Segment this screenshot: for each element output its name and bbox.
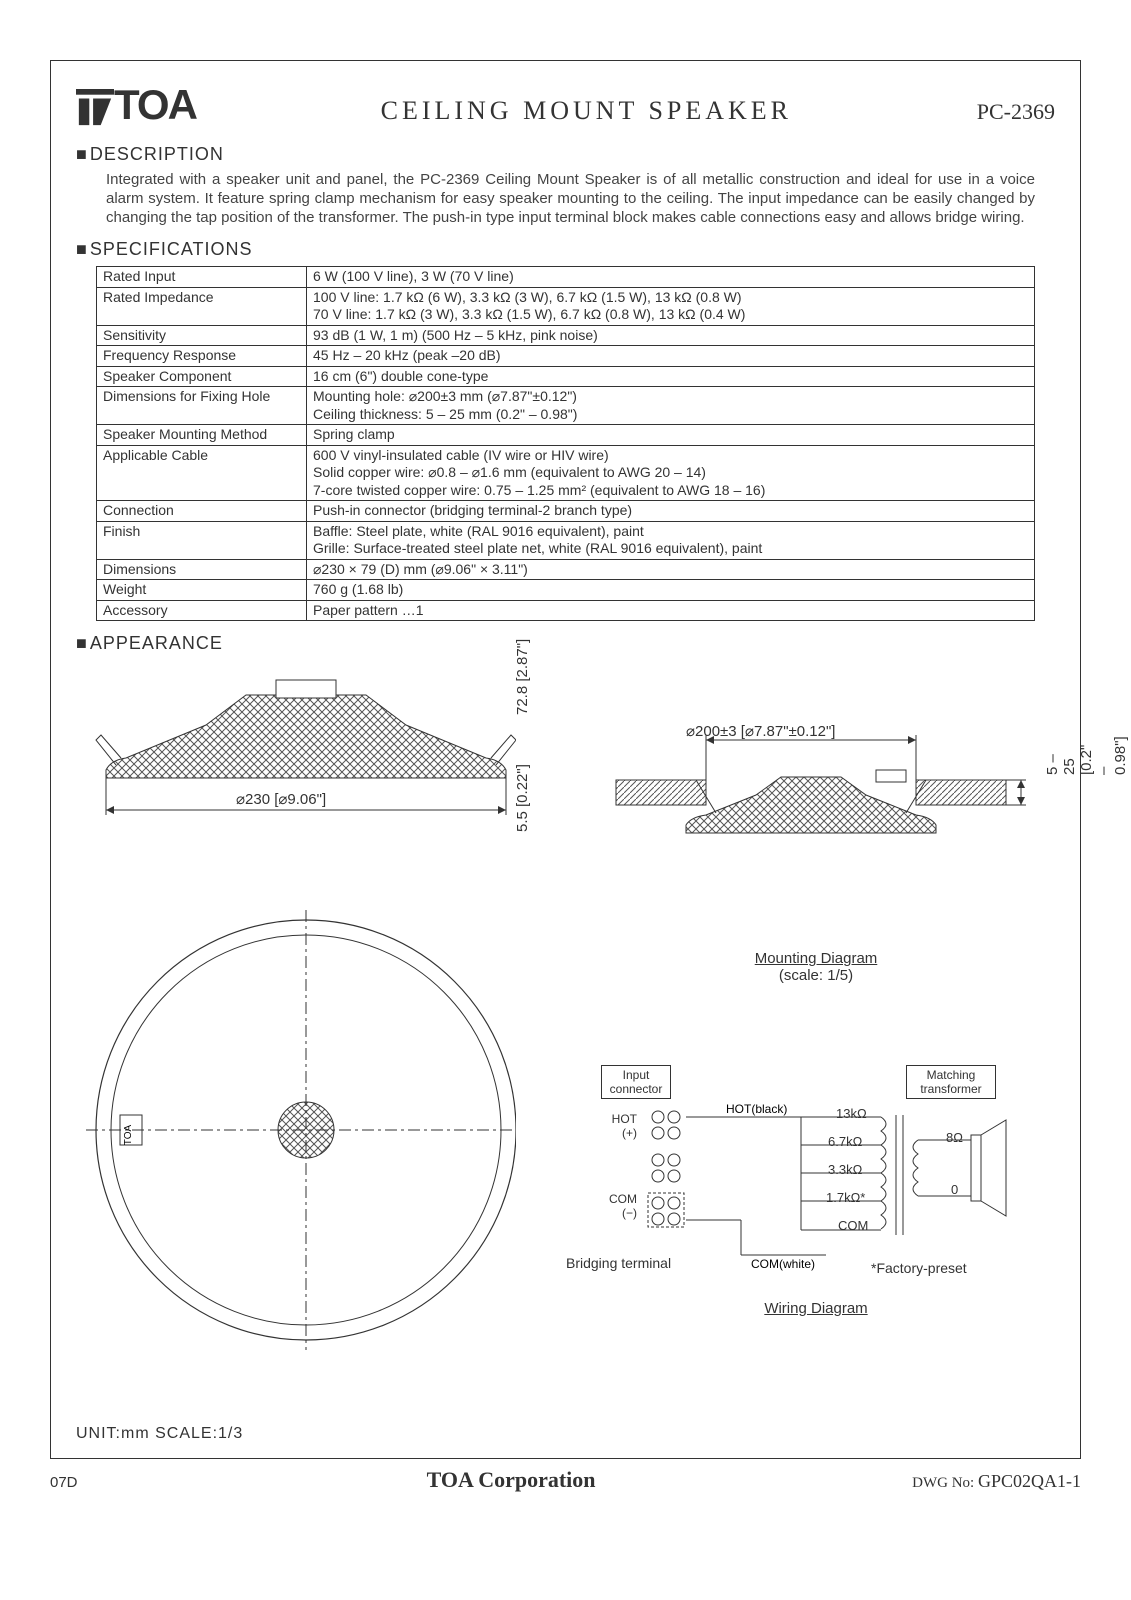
spec-table: Rated Input6 W (100 V line), 3 W (70 V l…: [96, 266, 1035, 621]
dim-dia230: ⌀230 [⌀9.06"]: [236, 790, 326, 808]
dwg-no: GPC02QA1-1: [978, 1471, 1081, 1491]
table-row: Sensitivity93 dB (1 W, 1 m) (500 Hz – 5 …: [97, 325, 1035, 346]
hot-label: HOT (+): [606, 1110, 641, 1142]
tap-6-7k: 6.7kΩ: [828, 1134, 862, 1149]
section-appearance-head: APPEARANCE: [76, 633, 1055, 654]
tap-1-7k: 1.7kΩ*: [826, 1190, 865, 1205]
spec-value: 100 V line: 1.7 kΩ (6 W), 3.3 kΩ (3 W), …: [307, 287, 1035, 325]
spec-label: Accessory: [97, 600, 307, 621]
dim-h55: 5.5 [0.22"]: [514, 764, 531, 832]
side-view-drawing: TOA: [86, 660, 516, 1380]
spec-label: Speaker Component: [97, 366, 307, 387]
spec-label: Speaker Mounting Method: [97, 425, 307, 446]
table-row: ConnectionPush-in connector (bridging te…: [97, 501, 1035, 522]
wiring-caption: Wiring Diagram: [726, 1300, 906, 1317]
dim-cut-dia: ⌀200±3 [⌀7.87"±0.12"]: [686, 722, 835, 740]
spec-value: 16 cm (6") double cone-type: [307, 366, 1035, 387]
spec-label: Dimensions: [97, 559, 307, 580]
dwg-label: DWG No:: [912, 1475, 974, 1491]
table-row: Dimensions for Fixing HoleMounting hole:…: [97, 387, 1035, 425]
table-row: Weight760 g (1.68 lb): [97, 580, 1035, 601]
spec-label: Rated Impedance: [97, 287, 307, 325]
table-row: Rated Input6 W (100 V line), 3 W (70 V l…: [97, 267, 1035, 288]
svg-text:HOT(black): HOT(black): [726, 1102, 787, 1116]
table-row: Rated Impedance100 V line: 1.7 kΩ (6 W),…: [97, 287, 1035, 325]
spec-label: Applicable Cable: [97, 445, 307, 501]
description-text: Integrated with a speaker unit and panel…: [76, 171, 1055, 227]
model-number: PC-2369: [977, 99, 1055, 125]
table-row: Speaker Mounting MethodSpring clamp: [97, 425, 1035, 446]
wiring-caption-text: Wiring Diagram: [764, 1300, 867, 1317]
mounting-caption: Mounting Diagram (scale: 1/5): [716, 950, 916, 984]
table-row: AccessoryPaper pattern …1: [97, 600, 1035, 621]
section-description-head: DESCRIPTION: [76, 144, 1055, 165]
spec-value: 760 g (1.68 lb): [307, 580, 1035, 601]
dim-h72: 72.8 [2.87"]: [514, 639, 531, 715]
revision: 07D: [50, 1474, 110, 1491]
tap-com: COM: [838, 1218, 868, 1233]
spec-value: ⌀230 × 79 (D) mm (⌀9.06" × 3.11"): [307, 559, 1035, 580]
page-title: CEILING MOUNT SPEAKER: [236, 96, 937, 126]
table-row: Dimensions⌀230 × 79 (D) mm (⌀9.06" × 3.1…: [97, 559, 1035, 580]
spec-label: Dimensions for Fixing Hole: [97, 387, 307, 425]
section-spec-head: SPECIFICATIONS: [76, 239, 1055, 260]
unit-scale: UNIT:mm SCALE:1/3: [76, 1425, 1055, 1443]
spec-value: Push-in connector (bridging terminal-2 b…: [307, 501, 1035, 522]
logo-mark-icon: [76, 89, 114, 127]
spec-label: Finish: [97, 521, 307, 559]
spec-value: Mounting hole: ⌀200±3 mm (⌀7.87"±0.12") …: [307, 387, 1035, 425]
tap-3-3k: 3.3kΩ: [828, 1162, 862, 1177]
spec-value: Spring clamp: [307, 425, 1035, 446]
spec-label: Rated Input: [97, 267, 307, 288]
bridging-label: Bridging terminal: [566, 1255, 671, 1271]
spec-value: Baffle: Steel plate, white (RAL 9016 equ…: [307, 521, 1035, 559]
input-connector-box: Input connector: [601, 1065, 671, 1099]
spec-value: Paper pattern …1: [307, 600, 1035, 621]
svg-text:TOA: TOA: [123, 1125, 134, 1146]
page-border: TOA CEILING MOUNT SPEAKER PC-2369 DESCRI…: [50, 60, 1081, 1459]
sec-8ohm: 8Ω: [946, 1130, 963, 1145]
table-row: Frequency Response45 Hz – 20 kHz (peak –…: [97, 346, 1035, 367]
factory-preset-label: *Factory-preset: [871, 1260, 967, 1276]
spec-value: 45 Hz – 20 kHz (peak –20 dB): [307, 346, 1035, 367]
drawing-number: DWG No: GPC02QA1-1: [912, 1471, 1081, 1492]
spec-label: Connection: [97, 501, 307, 522]
dim-thickness: 5 – 25 [0.2" – 0.98"]: [1044, 737, 1129, 776]
logo: TOA: [76, 81, 196, 129]
svg-text:COM(white): COM(white): [751, 1257, 815, 1271]
spec-value: 600 V vinyl-insulated cable (IV wire or …: [307, 445, 1035, 501]
wiring-diagram: Input connector Matching transformer HOT…: [576, 1060, 1046, 1340]
spec-label: Sensitivity: [97, 325, 307, 346]
header: TOA CEILING MOUNT SPEAKER PC-2369: [76, 81, 1055, 129]
mounting-caption-text: Mounting Diagram: [755, 950, 878, 967]
logo-text: TOA: [114, 81, 196, 128]
spec-value: 6 W (100 V line), 3 W (70 V line): [307, 267, 1035, 288]
table-row: FinishBaffle: Steel plate, white (RAL 90…: [97, 521, 1035, 559]
spec-label: Weight: [97, 580, 307, 601]
appearance-area: TOA ⌀230 [⌀9.06"] 72.8 [2.87"] 5.5 [0.22…: [76, 660, 1055, 1420]
sec-0: 0: [951, 1182, 958, 1197]
spec-value: 93 dB (1 W, 1 m) (500 Hz – 5 kHz, pink n…: [307, 325, 1035, 346]
mounting-scale: (scale: 1/5): [779, 967, 853, 984]
spec-label: Frequency Response: [97, 346, 307, 367]
com-label: COM (−): [604, 1190, 641, 1222]
table-row: Applicable Cable600 V vinyl-insulated ca…: [97, 445, 1035, 501]
corporation: TOA Corporation: [110, 1467, 912, 1493]
tap-13k: 13kΩ: [836, 1106, 867, 1121]
matching-transformer-box: Matching transformer: [906, 1065, 996, 1099]
table-row: Speaker Component16 cm (6") double cone-…: [97, 366, 1035, 387]
connector-icon: [646, 1105, 686, 1235]
footer: 07D TOA Corporation DWG No: GPC02QA1-1: [50, 1467, 1081, 1493]
